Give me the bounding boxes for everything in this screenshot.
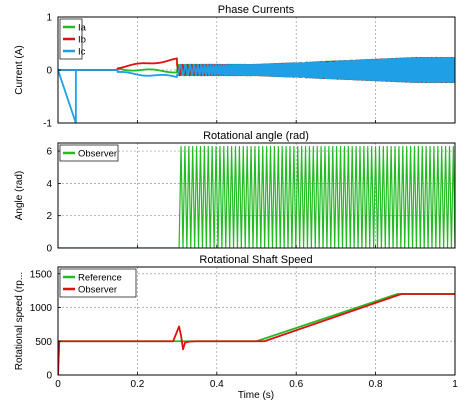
legend-label-ib: Ib <box>78 35 86 46</box>
y-axis-label: Angle (rad) <box>14 171 25 220</box>
x-tick-label: 0.4 <box>210 379 224 390</box>
series-line-observer <box>58 293 455 375</box>
y-tick-label: 0 <box>46 371 52 382</box>
legend-label-ic: Ic <box>78 47 86 58</box>
y-axis-label: Rotational speed (rp... <box>14 272 25 370</box>
series-line-observer <box>58 145 455 248</box>
series-line-ic <box>58 56 455 123</box>
x-axis-label: Time (s) <box>238 390 274 401</box>
chart-title: Rotational Shaft Speed <box>199 254 312 266</box>
y-axis-label: Current (A) <box>14 45 25 94</box>
y-tick-label: 0 <box>46 66 52 77</box>
chart-title: Rotational angle (rad) <box>203 130 309 142</box>
y-tick-label: 500 <box>35 337 52 348</box>
y-tick-label: 0 <box>46 244 52 255</box>
x-tick-label: 0.6 <box>289 379 303 390</box>
axes-frame <box>57 142 456 249</box>
series-group <box>58 293 455 375</box>
series-group <box>58 56 455 123</box>
y-tick-label: 1500 <box>30 269 53 280</box>
series-group <box>58 145 455 248</box>
legend-label-reference: Reference <box>78 273 122 284</box>
x-tick-label: 1 <box>452 379 458 390</box>
legend-box <box>59 268 137 298</box>
legend-label-observer: Observer <box>78 285 117 296</box>
y-tick-label: 4 <box>46 179 52 190</box>
x-tick-label: 0.8 <box>369 379 383 390</box>
panel-rotational-angle: Rotational angle (rad) 0 2 4 6 Angle (rad) Ob… <box>14 130 456 255</box>
axes-frame <box>57 266 456 376</box>
y-tick-label: 1000 <box>30 303 53 314</box>
y-tick-label: 1 <box>46 13 52 24</box>
y-tick-label: 2 <box>46 211 52 222</box>
legend-box <box>59 144 119 162</box>
panel-shaft-speed: Rotational Shaft Speed 0 0.2 0.4 0.6 0.8 1 0 50… <box>14 254 458 390</box>
legend-label-observer: Observer <box>78 149 117 160</box>
x-tick-label: 0.2 <box>130 379 144 390</box>
y-tick-label: -1 <box>43 119 52 130</box>
y-tick-label: 6 <box>46 147 52 158</box>
chart-title: Phase Currents <box>218 4 295 16</box>
x-tick-label: 0 <box>55 379 61 390</box>
legend-label-ia: Ia <box>78 23 87 34</box>
